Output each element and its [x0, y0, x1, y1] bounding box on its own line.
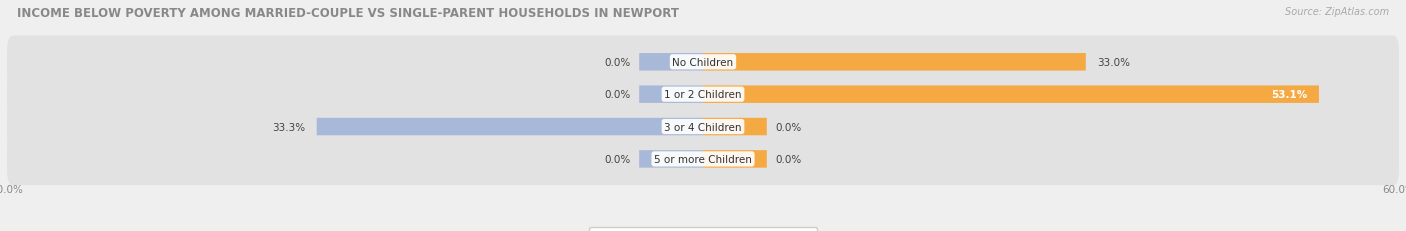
Text: 3 or 4 Children: 3 or 4 Children: [664, 122, 742, 132]
Legend: Married Couples, Single Parents: Married Couples, Single Parents: [589, 227, 817, 231]
FancyBboxPatch shape: [7, 101, 1399, 153]
Text: INCOME BELOW POVERTY AMONG MARRIED-COUPLE VS SINGLE-PARENT HOUSEHOLDS IN NEWPORT: INCOME BELOW POVERTY AMONG MARRIED-COUPL…: [17, 7, 679, 20]
Text: 1 or 2 Children: 1 or 2 Children: [664, 90, 742, 100]
FancyBboxPatch shape: [640, 86, 703, 103]
FancyBboxPatch shape: [703, 86, 1319, 103]
FancyBboxPatch shape: [703, 151, 766, 168]
Text: 0.0%: 0.0%: [775, 154, 801, 164]
FancyBboxPatch shape: [316, 118, 703, 136]
Text: 5 or more Children: 5 or more Children: [654, 154, 752, 164]
FancyBboxPatch shape: [7, 69, 1399, 121]
FancyBboxPatch shape: [703, 118, 766, 136]
FancyBboxPatch shape: [7, 36, 1399, 89]
Text: 0.0%: 0.0%: [775, 122, 801, 132]
Text: Source: ZipAtlas.com: Source: ZipAtlas.com: [1285, 7, 1389, 17]
FancyBboxPatch shape: [640, 151, 703, 168]
FancyBboxPatch shape: [640, 54, 703, 71]
Text: 0.0%: 0.0%: [605, 154, 631, 164]
Text: 33.0%: 33.0%: [1098, 58, 1130, 67]
Text: 33.3%: 33.3%: [271, 122, 305, 132]
Text: 0.0%: 0.0%: [605, 58, 631, 67]
FancyBboxPatch shape: [703, 54, 1085, 71]
Text: 0.0%: 0.0%: [605, 90, 631, 100]
Text: No Children: No Children: [672, 58, 734, 67]
Text: 53.1%: 53.1%: [1271, 90, 1308, 100]
FancyBboxPatch shape: [7, 133, 1399, 185]
